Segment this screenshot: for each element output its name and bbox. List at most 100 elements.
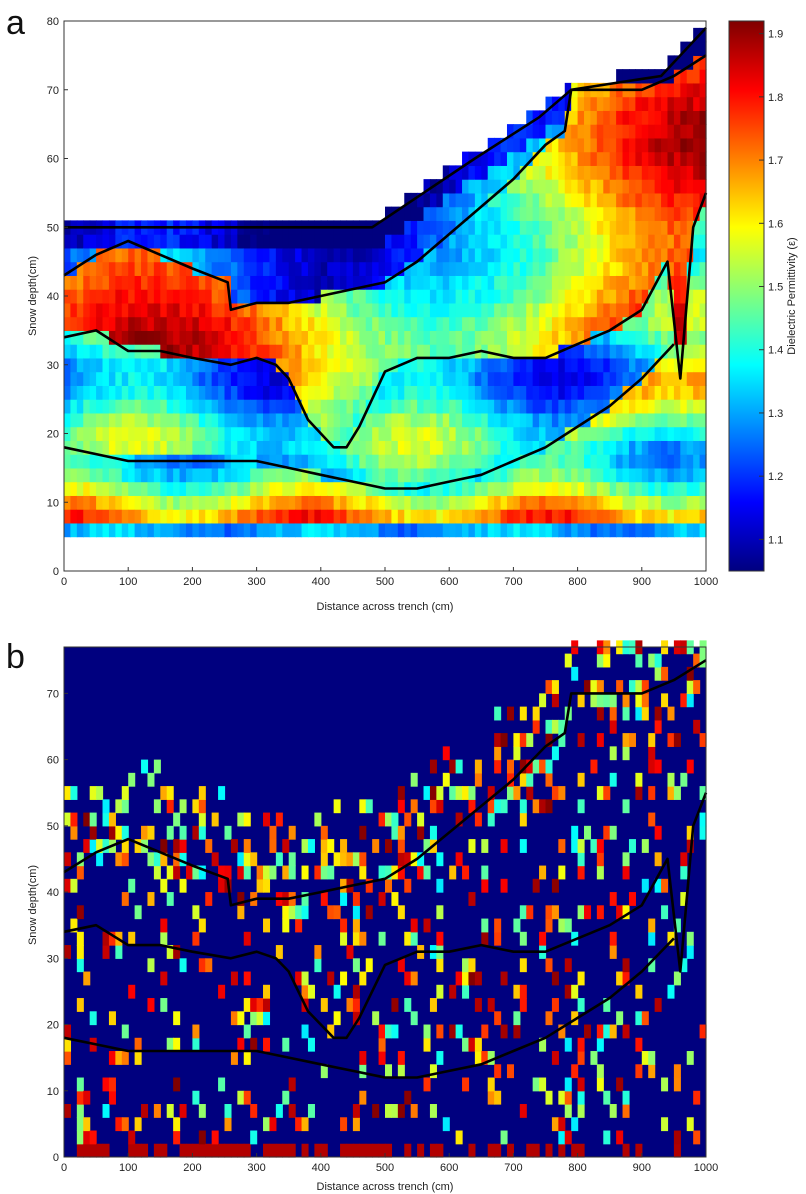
permittivity-cell (455, 192, 463, 208)
radar-cell (545, 759, 553, 774)
permittivity-cell (263, 357, 271, 373)
radar-cell (192, 865, 200, 880)
permittivity-cell (686, 495, 694, 510)
radar-cell (346, 852, 354, 867)
permittivity-cell (64, 522, 72, 538)
permittivity-cell (391, 220, 399, 235)
permittivity-cell (519, 179, 527, 194)
permittivity-cell (333, 316, 341, 331)
permittivity-cell (385, 220, 393, 235)
permittivity-cell (661, 385, 669, 400)
permittivity-cell (307, 385, 315, 400)
colorbar-tick-label: 1.5 (768, 282, 783, 294)
permittivity-cell (693, 220, 701, 235)
radar-cell (359, 1064, 367, 1079)
permittivity-cell (487, 399, 495, 414)
permittivity-cell (295, 495, 303, 510)
radar-cell (102, 945, 110, 959)
permittivity-cell (526, 357, 534, 373)
permittivity-cell (147, 247, 155, 263)
permittivity-cell (263, 440, 271, 455)
permittivity-cell (609, 481, 617, 496)
permittivity-cell (185, 234, 193, 249)
radar-cell (365, 905, 373, 920)
permittivity-cell (635, 137, 643, 153)
permittivity-cell (500, 192, 508, 208)
permittivity-cell (417, 261, 425, 276)
permittivity-cell (596, 124, 604, 139)
radar-cell (571, 666, 579, 681)
permittivity-cell (378, 440, 386, 455)
permittivity-cell (699, 371, 707, 386)
radar-cell (397, 1051, 405, 1065)
permittivity-cell (147, 261, 155, 276)
permittivity-cell (596, 192, 604, 208)
permittivity-cell (699, 165, 707, 180)
permittivity-cell (397, 234, 405, 249)
radar-cell (391, 1104, 399, 1118)
permittivity-cell (224, 302, 232, 318)
permittivity-cell (628, 495, 636, 510)
permittivity-cell (397, 385, 405, 400)
permittivity-cell (96, 316, 104, 331)
permittivity-cell (590, 509, 598, 524)
permittivity-cell (545, 467, 553, 483)
permittivity-cell (70, 344, 78, 359)
radar-cell (628, 733, 636, 747)
permittivity-cell (455, 302, 463, 318)
permittivity-cell (526, 261, 534, 276)
permittivity-cell (211, 481, 219, 496)
permittivity-cell (699, 302, 707, 318)
permittivity-cell (153, 234, 161, 249)
permittivity-cell (417, 275, 425, 290)
permittivity-cell (83, 316, 91, 331)
radar-cell (506, 759, 514, 774)
layer-contour-line (64, 27, 707, 229)
permittivity-cell (423, 385, 431, 400)
radar-cell (76, 1077, 84, 1092)
permittivity-cell (584, 289, 592, 304)
permittivity-cell (584, 509, 592, 524)
permittivity-cell (417, 385, 425, 400)
permittivity-cell (173, 234, 181, 249)
permittivity-cell (76, 412, 84, 428)
permittivity-cell (96, 412, 104, 428)
permittivity-cell (661, 234, 669, 249)
permittivity-cell (397, 206, 405, 221)
permittivity-cell (596, 165, 604, 180)
radar-cell (166, 865, 174, 880)
permittivity-cell (391, 440, 399, 455)
permittivity-cell (275, 467, 283, 483)
radar-cell (295, 918, 303, 933)
permittivity-cell (455, 289, 463, 304)
permittivity-cell (256, 330, 264, 345)
permittivity-cell (83, 234, 91, 249)
radar-cell (693, 653, 701, 668)
permittivity-cell (622, 110, 630, 125)
permittivity-cell (603, 357, 611, 373)
radar-cell (494, 1090, 502, 1105)
permittivity-cell (372, 467, 380, 483)
permittivity-cell (487, 454, 495, 469)
colorbar-tick-label: 1.1 (768, 534, 783, 546)
radar-cell (596, 733, 604, 747)
permittivity-cell (250, 371, 258, 386)
radar-cell (519, 905, 527, 920)
permittivity-cell (577, 426, 585, 441)
permittivity-cell (70, 467, 78, 483)
radar-cell (263, 865, 271, 880)
permittivity-cell (622, 481, 630, 496)
permittivity-cell (89, 357, 97, 373)
permittivity-cell (455, 440, 463, 455)
permittivity-cell (564, 234, 572, 249)
permittivity-cell (372, 316, 380, 331)
radar-cell (481, 1051, 489, 1065)
permittivity-cell (506, 316, 514, 331)
radar-cell (494, 733, 502, 747)
permittivity-cell (365, 385, 373, 400)
layer-contour-line (63, 343, 675, 490)
permittivity-cell (365, 454, 373, 469)
permittivity-cell (89, 467, 97, 483)
permittivity-cell (699, 27, 707, 43)
permittivity-cell (641, 302, 649, 318)
